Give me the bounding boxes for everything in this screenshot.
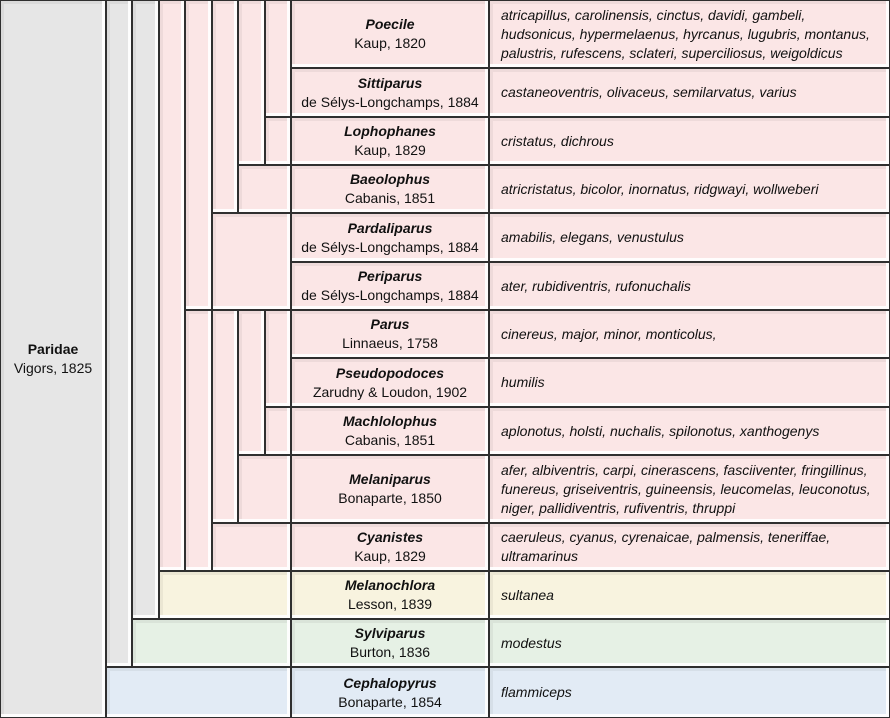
- species-list: afer, albiventris, carpi, cinerascens, f…: [501, 461, 871, 516]
- species-cell-melaniparus: afer, albiventris, carpi, cinerascens, f…: [489, 455, 890, 523]
- family-cell: Paridae Vigors, 1825: [0, 0, 106, 718]
- clade-parus-to-melaniparus: [212, 310, 238, 523]
- species-list: flammiceps: [501, 684, 572, 700]
- genus-cell-sylviparus: Sylviparus Burton, 1836: [291, 619, 489, 667]
- genus-name: Lophophanes: [344, 123, 436, 139]
- clade-melaniparus-stub: [238, 455, 291, 523]
- species-cell-pardaliparus: amabilis, elegans, venustulus: [489, 213, 890, 262]
- genus-cell-cyanistes: Cyanistes Kaup, 1829: [291, 523, 489, 571]
- genus-authority: Kaup, 1829: [354, 142, 426, 158]
- genus-name: Cyanistes: [356, 529, 424, 545]
- species-list: humilis: [501, 374, 545, 390]
- genus-cell-cephalopyrus: Cephalopyrus Bonaparte, 1854: [291, 667, 489, 718]
- genus-name: Melaniparus: [349, 471, 431, 487]
- species-cell-melanochlora: sultanea: [489, 571, 890, 619]
- genus-cell-poecile: Poecile Kaup, 1820: [291, 0, 489, 68]
- genus-cell-machlolophus: Machlolophus Cabanis, 1851: [291, 407, 489, 455]
- family-name: Paridae: [27, 341, 79, 357]
- genus-cell-periparus: Periparus de Sélys-Longchamps, 1884: [291, 262, 489, 310]
- genus-authority: Linnaeus, 1758: [342, 335, 438, 351]
- clade-lophophanes-stub: [265, 117, 291, 165]
- genus-authority: Cabanis, 1851: [344, 190, 436, 206]
- genus-authority: Lesson, 1839: [347, 596, 433, 612]
- species-list: modestus: [501, 634, 562, 651]
- family-authority: Vigors, 1825: [13, 360, 93, 376]
- genus-cell-sittiparus: Sittiparus de Sélys-Longchamps, 1884: [291, 68, 489, 117]
- clade-parus-to-machlolophus: [238, 310, 265, 455]
- genus-name: Parus: [370, 316, 410, 332]
- genus-cell-pardaliparus: Pardaliparus de Sélys-Longchamps, 1884: [291, 213, 489, 262]
- genus-name: Baeolophus: [349, 171, 431, 187]
- genus-cell-baeolophus: Baeolophus Cabanis, 1851: [291, 165, 489, 213]
- species-cell-poecile: atricapillus, carolinensis, cinctus, dav…: [489, 0, 890, 68]
- clade-baeolophus-stub: [238, 165, 291, 213]
- clade-poecile-sittiparus: [265, 0, 291, 117]
- genus-name: Poecile: [365, 16, 415, 32]
- species-list: caeruleus, cyanus, cyrenaicae, palmensis…: [501, 529, 831, 564]
- genus-authority: de Sélys-Longchamps, 1884: [301, 287, 479, 303]
- clade-sylviparus-stub: [132, 619, 291, 667]
- clade-poecile-to-baeolophus: [212, 0, 238, 213]
- species-list: cinereus, major, minor, monticolus,: [501, 325, 717, 342]
- genus-name: Periparus: [357, 268, 423, 284]
- genus-name: Machlolophus: [342, 413, 438, 429]
- genus-authority: Bonaparte, 1854: [338, 693, 442, 710]
- genus-cell-pseudopodoces: Pseudopodoces Zarudny & Loudon, 1902: [291, 358, 489, 407]
- species-cell-parus: cinereus, major, minor, monticolus,: [489, 310, 890, 358]
- clade-machlolophus-stub: [265, 407, 291, 455]
- genus-authority: Kaup, 1820: [354, 35, 426, 51]
- clade-all-but-cephalopyrus: [106, 0, 132, 667]
- genus-cell-lophophanes: Lophophanes Kaup, 1829: [291, 117, 489, 165]
- clade-parus-pseudopodoces: [265, 310, 291, 407]
- genus-cell-melaniparus: Melaniparus Bonaparte, 1850: [291, 455, 489, 523]
- genus-authority: de Sélys-Longchamps, 1884: [301, 93, 479, 110]
- genus-authority: Bonaparte, 1850: [338, 490, 442, 506]
- clade-poecile-to-periparus: [185, 0, 212, 310]
- species-cell-pseudopodoces: humilis: [489, 358, 890, 407]
- species-cell-sittiparus: castaneoventris, olivaceus, semilarvatus…: [489, 68, 890, 117]
- species-cell-baeolophus: atricristatus, bicolor, inornatus, ridgw…: [489, 165, 890, 213]
- species-list: atricapillus, carolinensis, cinctus, dav…: [501, 6, 870, 61]
- genus-authority: de Sélys-Longchamps, 1884: [301, 238, 479, 255]
- clade-parinae-melanochlora: [132, 0, 159, 619]
- genus-authority: Kaup, 1829: [354, 548, 426, 564]
- species-cell-machlolophus: aplonotus, holsti, nuchalis, spilonotus,…: [489, 407, 890, 455]
- genus-name: Sittiparus: [357, 74, 423, 91]
- species-list: atricristatus, bicolor, inornatus, ridgw…: [501, 180, 819, 197]
- genus-name: Cephalopyrus: [343, 674, 437, 691]
- species-cell-periparus: ater, rubidiventris, rufonuchalis: [489, 262, 890, 310]
- species-list: ater, rubidiventris, rufonuchalis: [501, 277, 691, 294]
- species-cell-cyanistes: caeruleus, cyanus, cyrenaicae, palmensis…: [489, 523, 890, 571]
- genus-cell-melanochlora: Melanochlora Lesson, 1839: [291, 571, 489, 619]
- genus-authority: Zarudny & Loudon, 1902: [312, 383, 468, 400]
- genus-cell-parus: Parus Linnaeus, 1758: [291, 310, 489, 358]
- species-list: castaneoventris, olivaceus, semilarvatus…: [501, 84, 797, 100]
- clade-parus-to-cyanistes: [185, 310, 212, 571]
- genus-authority: Burton, 1836: [349, 644, 431, 660]
- species-cell-sylviparus: modestus: [489, 619, 890, 667]
- species-cell-lophophanes: cristatus, dichrous: [489, 117, 890, 165]
- genus-name: Pardaliparus: [347, 219, 433, 236]
- clade-parini: [159, 0, 185, 571]
- species-list: aplonotus, holsti, nuchalis, spilonotus,…: [501, 422, 820, 439]
- genus-name: Sylviparus: [354, 625, 426, 641]
- species-list: amabilis, elegans, venustulus: [501, 229, 684, 245]
- genus-authority: Cabanis, 1851: [344, 432, 436, 448]
- species-cell-cephalopyrus: flammiceps: [489, 667, 890, 718]
- clade-cyanistes-stub: [212, 523, 291, 571]
- clade-melanochlora-stub: [159, 571, 291, 619]
- species-list: sultanea: [501, 586, 554, 603]
- clade-poecile-to-lophophanes: [238, 0, 265, 165]
- genus-name: Melanochlora: [344, 577, 436, 593]
- clade-cephalopyrus-stub: [106, 667, 291, 718]
- species-list: cristatus, dichrous: [501, 132, 614, 149]
- clade-pardaliparus-periparus: [212, 213, 291, 310]
- genus-name: Pseudopodoces: [335, 364, 445, 381]
